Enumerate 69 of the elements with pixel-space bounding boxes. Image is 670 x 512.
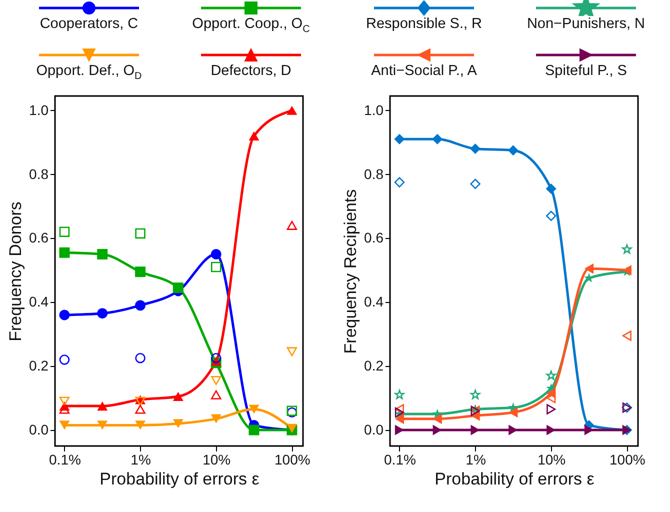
y-tick-label: 0.6 bbox=[364, 230, 384, 246]
point bbox=[59, 310, 70, 320]
point bbox=[286, 424, 298, 433]
point bbox=[59, 247, 70, 258]
legend-label: Opport. Def., O$_{D}$ bbox=[36, 63, 142, 82]
legend-label: Spiteful P., S bbox=[545, 63, 627, 79]
y-tick-label: 0.4 bbox=[364, 294, 384, 310]
point bbox=[135, 420, 146, 430]
point bbox=[172, 282, 184, 294]
y-tick-label: 1.0 bbox=[364, 102, 384, 118]
point bbox=[210, 248, 222, 260]
point bbox=[172, 392, 184, 401]
y-tick-label: 0.0 bbox=[364, 422, 384, 438]
point bbox=[59, 226, 70, 237]
y-tick-label: 0.8 bbox=[29, 166, 49, 182]
legend-label: Cooperators, C bbox=[40, 16, 138, 32]
point bbox=[508, 145, 518, 156]
point bbox=[394, 390, 404, 400]
y-tick-label: 0.4 bbox=[29, 294, 49, 310]
x-tick-label: 100% bbox=[610, 452, 646, 468]
point bbox=[97, 308, 108, 319]
point bbox=[59, 420, 70, 430]
y-tick-label: 0.6 bbox=[29, 230, 49, 246]
point bbox=[584, 272, 594, 282]
y-axis-title: Frequency Recipients bbox=[341, 189, 360, 354]
point bbox=[432, 414, 442, 424]
point bbox=[394, 404, 404, 414]
point bbox=[172, 419, 184, 428]
point bbox=[135, 266, 146, 278]
y-tick-label: 0.0 bbox=[29, 422, 49, 438]
point bbox=[546, 183, 556, 194]
y-tick-label: 1.0 bbox=[29, 102, 49, 118]
y-tick-label: 0.2 bbox=[29, 358, 49, 374]
legend-label: Non−Punishers, N bbox=[526, 16, 646, 32]
point bbox=[584, 263, 594, 274]
legend-label: Defectors, D bbox=[210, 63, 292, 79]
point bbox=[394, 414, 404, 424]
point bbox=[248, 424, 260, 436]
x-axis-title: Probability of errors ε bbox=[434, 470, 595, 488]
point bbox=[432, 134, 443, 144]
point bbox=[286, 106, 298, 115]
point bbox=[508, 407, 518, 418]
x-tick-label: 1% bbox=[466, 452, 486, 468]
point bbox=[470, 143, 481, 154]
point bbox=[97, 402, 108, 411]
x-tick-label: 1% bbox=[130, 452, 151, 468]
point bbox=[210, 414, 222, 424]
point bbox=[59, 404, 70, 414]
point bbox=[248, 404, 260, 414]
point bbox=[248, 131, 260, 140]
y-axis-title: Frequency Donors bbox=[6, 202, 26, 342]
point bbox=[97, 420, 108, 430]
point bbox=[97, 248, 108, 260]
legend-label: Responsible S., R bbox=[366, 16, 482, 32]
x-tick-label: 100% bbox=[274, 452, 310, 468]
legend-label: Opport. Coop., O$_{C}$ bbox=[192, 16, 310, 35]
point bbox=[394, 177, 405, 188]
point bbox=[394, 134, 405, 144]
legend-label: Anti−Social P., A bbox=[371, 63, 477, 79]
point bbox=[59, 396, 70, 406]
x-tick-label: 10% bbox=[202, 452, 231, 468]
point bbox=[135, 300, 146, 311]
x-axis-title: Probability of errors ε bbox=[100, 470, 260, 488]
y-tick-label: 0.8 bbox=[364, 166, 384, 182]
x-tick-label: 0.1% bbox=[49, 452, 81, 468]
x-tick-label: 10% bbox=[538, 452, 566, 468]
y-tick-label: 0.2 bbox=[364, 358, 384, 374]
x-tick-label: 0.1% bbox=[384, 452, 416, 468]
point bbox=[59, 354, 70, 365]
